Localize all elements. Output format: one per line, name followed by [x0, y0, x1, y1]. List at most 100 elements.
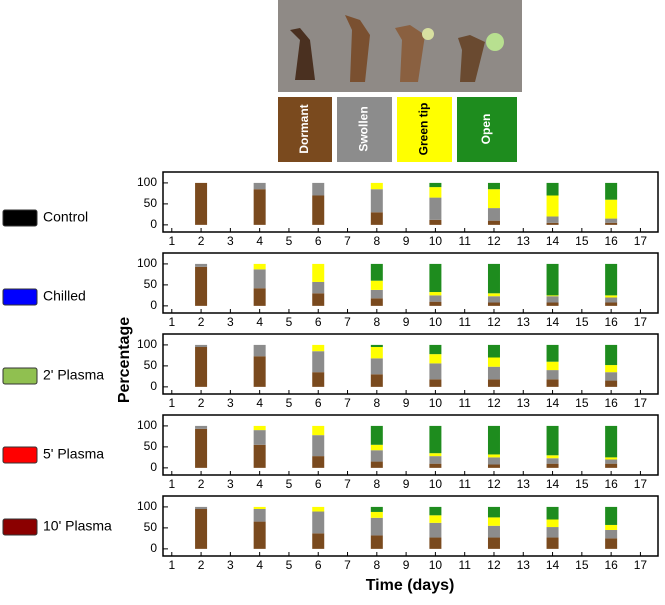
bar-segment	[370, 461, 383, 468]
x-tick-label: 6	[315, 558, 322, 572]
y-tick-label: 0	[150, 379, 157, 393]
bar-segment	[195, 266, 208, 306]
bar-segment	[487, 344, 500, 358]
bar-segment	[370, 263, 383, 281]
x-tick-label: 14	[546, 477, 560, 491]
bar-segment	[429, 344, 442, 355]
x-tick-label: 4	[256, 234, 263, 248]
stage-label: Green tip	[417, 103, 431, 156]
bar-segment	[487, 208, 500, 221]
bar-segment	[429, 295, 442, 302]
y-tick-label: 0	[150, 217, 157, 231]
x-tick-label: 12	[487, 234, 501, 248]
bar-segment	[312, 511, 325, 534]
x-tick-label: 9	[403, 315, 410, 329]
bar-segment	[312, 195, 325, 225]
bar-segment	[546, 370, 559, 380]
bar-segment	[370, 425, 383, 445]
x-tick-label: 1	[168, 558, 175, 572]
x-tick-label: 10	[429, 315, 443, 329]
x-tick-label: 13	[517, 234, 531, 248]
x-tick-label: 6	[315, 315, 322, 329]
bar-segment	[370, 280, 383, 290]
bar-segment	[429, 354, 442, 364]
bar-segment	[546, 222, 559, 225]
bar-segment	[605, 222, 618, 225]
bar-segment	[429, 463, 442, 468]
x-tick-label: 12	[487, 396, 501, 410]
bar-segment	[605, 297, 618, 303]
bar-segment	[429, 456, 442, 464]
x-tick-label: 3	[227, 558, 234, 572]
x-tick-label: 10	[429, 558, 443, 572]
x-tick-label: 11	[458, 396, 471, 410]
bar-segment	[253, 430, 266, 445]
bar-segment	[487, 457, 500, 465]
bar-segment	[370, 358, 383, 375]
bar-segment	[370, 347, 383, 359]
x-tick-label: 7	[344, 558, 351, 572]
bar-segment	[253, 425, 266, 431]
bar-segment	[370, 212, 383, 225]
bar-segment	[546, 519, 559, 528]
bar-segment	[429, 537, 442, 549]
bar-segment	[605, 457, 618, 460]
bar-segment	[429, 301, 442, 306]
bar-segment	[487, 182, 500, 190]
treatment-label: 10' Plasma	[43, 518, 112, 534]
treatment-label: 5' Plasma	[43, 446, 104, 462]
bar-segment	[429, 425, 442, 454]
x-tick-label: 3	[227, 234, 234, 248]
bar-segment	[605, 372, 618, 381]
bar-segment	[605, 380, 618, 387]
bar-segment	[487, 293, 500, 297]
plot-frame	[162, 171, 659, 233]
x-tick-label: 1	[168, 477, 175, 491]
bar-segment	[546, 295, 559, 297]
bar-segment	[546, 302, 559, 306]
x-tick-label: 2	[198, 396, 205, 410]
x-tick-label: 7	[344, 396, 351, 410]
bar-segment	[370, 189, 383, 213]
bar-segment	[370, 535, 383, 549]
bar-segment	[253, 521, 266, 549]
bar-segment	[253, 356, 266, 387]
bar-segment	[487, 220, 500, 225]
x-tick-label: 17	[634, 315, 648, 329]
bar-segment	[429, 187, 442, 198]
x-tick-label: 1	[168, 234, 175, 248]
x-tick-label: 5	[286, 396, 293, 410]
x-tick-label: 3	[227, 315, 234, 329]
x-tick-label: 11	[458, 234, 471, 248]
bar-segment	[312, 263, 325, 282]
x-tick-label: 14	[546, 234, 560, 248]
x-tick-label: 7	[344, 315, 351, 329]
bar-segment	[605, 182, 618, 200]
x-tick-label: 16	[604, 234, 618, 248]
bar-segment	[429, 263, 442, 293]
bar-segment	[487, 263, 500, 294]
y-axis-label: Percentage	[116, 317, 133, 403]
bar-segment	[370, 182, 383, 190]
bar-segment	[605, 344, 618, 366]
x-tick-label: 6	[315, 477, 322, 491]
x-tick-label: 1	[168, 315, 175, 329]
bar-segment	[195, 182, 208, 225]
bar-segment	[195, 506, 208, 510]
bar-segment	[546, 463, 559, 468]
x-tick-label: 1	[168, 396, 175, 410]
x-tick-label: 15	[575, 558, 589, 572]
y-tick-label: 100	[137, 175, 157, 189]
x-tick-label: 2	[198, 477, 205, 491]
bar-segment	[546, 455, 559, 459]
x-tick-label: 3	[227, 396, 234, 410]
x-tick-label: 13	[517, 477, 531, 491]
bar-segment	[253, 269, 266, 289]
treatment-swatch	[2, 209, 38, 227]
x-tick-label: 14	[546, 558, 560, 572]
bar-segment	[487, 296, 500, 303]
stage-swatch	[337, 97, 392, 162]
bar-segment	[546, 361, 559, 371]
bar-segment	[546, 195, 559, 217]
bar-segment	[487, 379, 500, 387]
